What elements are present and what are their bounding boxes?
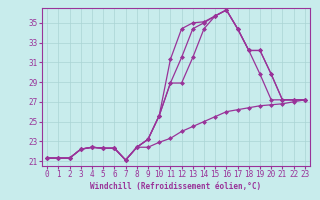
X-axis label: Windchill (Refroidissement éolien,°C): Windchill (Refroidissement éolien,°C): [91, 182, 261, 191]
